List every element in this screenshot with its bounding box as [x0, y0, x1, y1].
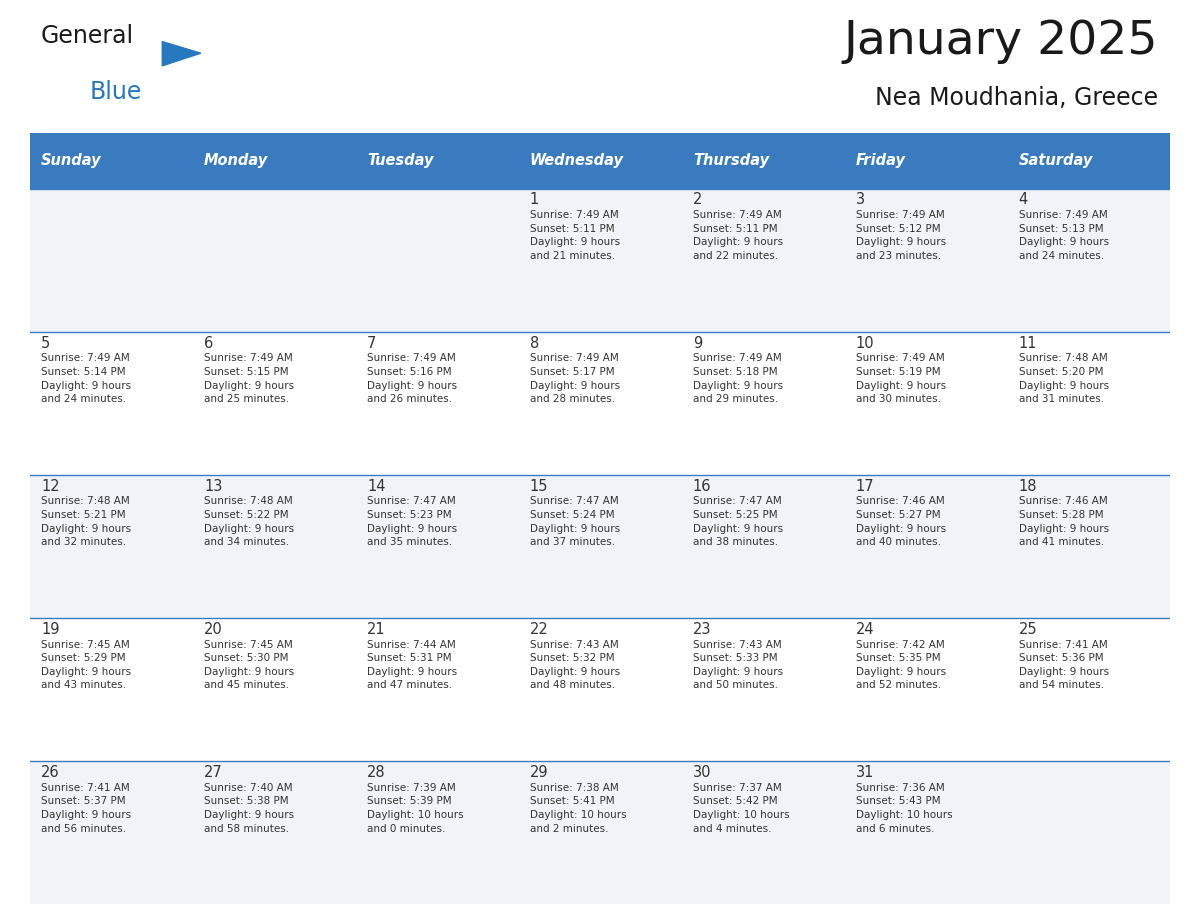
- Text: Friday: Friday: [855, 153, 905, 168]
- Text: 24: 24: [855, 621, 874, 637]
- Bar: [682, 133, 845, 188]
- Text: 16: 16: [693, 478, 712, 494]
- Text: 26: 26: [42, 765, 59, 780]
- Text: Sunrise: 7:41 AM
Sunset: 5:37 PM
Daylight: 9 hours
and 56 minutes.: Sunrise: 7:41 AM Sunset: 5:37 PM Dayligh…: [42, 783, 131, 834]
- Text: Sunday: Sunday: [42, 153, 102, 168]
- Text: Sunrise: 7:46 AM
Sunset: 5:28 PM
Daylight: 9 hours
and 41 minutes.: Sunrise: 7:46 AM Sunset: 5:28 PM Dayligh…: [1018, 497, 1108, 547]
- Text: Sunrise: 7:45 AM
Sunset: 5:30 PM
Daylight: 9 hours
and 45 minutes.: Sunrise: 7:45 AM Sunset: 5:30 PM Dayligh…: [204, 640, 295, 690]
- Text: Monday: Monday: [204, 153, 268, 168]
- Bar: [30, 618, 1170, 761]
- Bar: [30, 188, 1170, 331]
- Text: Sunrise: 7:36 AM
Sunset: 5:43 PM
Daylight: 10 hours
and 6 minutes.: Sunrise: 7:36 AM Sunset: 5:43 PM Dayligh…: [855, 783, 953, 834]
- Text: Sunrise: 7:39 AM
Sunset: 5:39 PM
Daylight: 10 hours
and 0 minutes.: Sunrise: 7:39 AM Sunset: 5:39 PM Dayligh…: [367, 783, 463, 834]
- Text: 5: 5: [42, 336, 50, 351]
- Polygon shape: [163, 41, 201, 66]
- Text: Sunrise: 7:43 AM
Sunset: 5:32 PM
Daylight: 9 hours
and 48 minutes.: Sunrise: 7:43 AM Sunset: 5:32 PM Dayligh…: [530, 640, 620, 690]
- Text: Thursday: Thursday: [693, 153, 769, 168]
- Text: 2: 2: [693, 193, 702, 207]
- Text: 29: 29: [530, 765, 549, 780]
- Text: 25: 25: [1018, 621, 1037, 637]
- Text: Sunrise: 7:49 AM
Sunset: 5:16 PM
Daylight: 9 hours
and 26 minutes.: Sunrise: 7:49 AM Sunset: 5:16 PM Dayligh…: [367, 353, 457, 404]
- Text: Sunrise: 7:45 AM
Sunset: 5:29 PM
Daylight: 9 hours
and 43 minutes.: Sunrise: 7:45 AM Sunset: 5:29 PM Dayligh…: [42, 640, 131, 690]
- Text: General: General: [40, 24, 133, 48]
- Text: Sunrise: 7:37 AM
Sunset: 5:42 PM
Daylight: 10 hours
and 4 minutes.: Sunrise: 7:37 AM Sunset: 5:42 PM Dayligh…: [693, 783, 790, 834]
- Text: 31: 31: [855, 765, 874, 780]
- Text: Sunrise: 7:47 AM
Sunset: 5:24 PM
Daylight: 9 hours
and 37 minutes.: Sunrise: 7:47 AM Sunset: 5:24 PM Dayligh…: [530, 497, 620, 547]
- Text: 12: 12: [42, 478, 59, 494]
- Text: 22: 22: [530, 621, 549, 637]
- Text: Sunrise: 7:48 AM
Sunset: 5:21 PM
Daylight: 9 hours
and 32 minutes.: Sunrise: 7:48 AM Sunset: 5:21 PM Dayligh…: [42, 497, 131, 547]
- Bar: [355, 133, 518, 188]
- Text: Blue: Blue: [89, 80, 141, 104]
- Text: 1: 1: [530, 193, 539, 207]
- Bar: [192, 133, 355, 188]
- Text: 4: 4: [1018, 193, 1028, 207]
- Text: Sunrise: 7:40 AM
Sunset: 5:38 PM
Daylight: 9 hours
and 58 minutes.: Sunrise: 7:40 AM Sunset: 5:38 PM Dayligh…: [204, 783, 295, 834]
- Bar: [30, 761, 1170, 904]
- Text: 13: 13: [204, 478, 222, 494]
- Text: Tuesday: Tuesday: [367, 153, 434, 168]
- Text: Sunrise: 7:49 AM
Sunset: 5:19 PM
Daylight: 9 hours
and 30 minutes.: Sunrise: 7:49 AM Sunset: 5:19 PM Dayligh…: [855, 353, 946, 404]
- Text: 6: 6: [204, 336, 214, 351]
- Text: Sunrise: 7:49 AM
Sunset: 5:15 PM
Daylight: 9 hours
and 25 minutes.: Sunrise: 7:49 AM Sunset: 5:15 PM Dayligh…: [204, 353, 295, 404]
- Text: 21: 21: [367, 621, 386, 637]
- Text: 20: 20: [204, 621, 223, 637]
- Text: Sunrise: 7:48 AM
Sunset: 5:22 PM
Daylight: 9 hours
and 34 minutes.: Sunrise: 7:48 AM Sunset: 5:22 PM Dayligh…: [204, 497, 295, 547]
- Text: Sunrise: 7:49 AM
Sunset: 5:11 PM
Daylight: 9 hours
and 22 minutes.: Sunrise: 7:49 AM Sunset: 5:11 PM Dayligh…: [693, 210, 783, 261]
- Bar: [1007, 133, 1170, 188]
- Text: 9: 9: [693, 336, 702, 351]
- Text: Sunrise: 7:49 AM
Sunset: 5:17 PM
Daylight: 9 hours
and 28 minutes.: Sunrise: 7:49 AM Sunset: 5:17 PM Dayligh…: [530, 353, 620, 404]
- Text: Sunrise: 7:49 AM
Sunset: 5:11 PM
Daylight: 9 hours
and 21 minutes.: Sunrise: 7:49 AM Sunset: 5:11 PM Dayligh…: [530, 210, 620, 261]
- Text: January 2025: January 2025: [843, 19, 1158, 64]
- Text: Sunrise: 7:47 AM
Sunset: 5:23 PM
Daylight: 9 hours
and 35 minutes.: Sunrise: 7:47 AM Sunset: 5:23 PM Dayligh…: [367, 497, 457, 547]
- Text: 7: 7: [367, 336, 377, 351]
- Bar: [30, 475, 1170, 618]
- Text: Sunrise: 7:49 AM
Sunset: 5:12 PM
Daylight: 9 hours
and 23 minutes.: Sunrise: 7:49 AM Sunset: 5:12 PM Dayligh…: [855, 210, 946, 261]
- Text: 18: 18: [1018, 478, 1037, 494]
- Text: Sunrise: 7:49 AM
Sunset: 5:14 PM
Daylight: 9 hours
and 24 minutes.: Sunrise: 7:49 AM Sunset: 5:14 PM Dayligh…: [42, 353, 131, 404]
- Text: 3: 3: [855, 193, 865, 207]
- Text: 10: 10: [855, 336, 874, 351]
- Text: 15: 15: [530, 478, 549, 494]
- Text: 14: 14: [367, 478, 385, 494]
- Text: 30: 30: [693, 765, 712, 780]
- Text: Sunrise: 7:48 AM
Sunset: 5:20 PM
Daylight: 9 hours
and 31 minutes.: Sunrise: 7:48 AM Sunset: 5:20 PM Dayligh…: [1018, 353, 1108, 404]
- Bar: [845, 133, 1007, 188]
- Text: Sunrise: 7:41 AM
Sunset: 5:36 PM
Daylight: 9 hours
and 54 minutes.: Sunrise: 7:41 AM Sunset: 5:36 PM Dayligh…: [1018, 640, 1108, 690]
- Text: Sunrise: 7:46 AM
Sunset: 5:27 PM
Daylight: 9 hours
and 40 minutes.: Sunrise: 7:46 AM Sunset: 5:27 PM Dayligh…: [855, 497, 946, 547]
- Text: 19: 19: [42, 621, 59, 637]
- Text: Nea Moudhania, Greece: Nea Moudhania, Greece: [876, 86, 1158, 110]
- Bar: [30, 133, 192, 188]
- Text: Wednesday: Wednesday: [530, 153, 624, 168]
- Text: Saturday: Saturday: [1018, 153, 1093, 168]
- Text: 11: 11: [1018, 336, 1037, 351]
- Text: Sunrise: 7:42 AM
Sunset: 5:35 PM
Daylight: 9 hours
and 52 minutes.: Sunrise: 7:42 AM Sunset: 5:35 PM Dayligh…: [855, 640, 946, 690]
- Text: 28: 28: [367, 765, 386, 780]
- Text: 17: 17: [855, 478, 874, 494]
- Text: Sunrise: 7:44 AM
Sunset: 5:31 PM
Daylight: 9 hours
and 47 minutes.: Sunrise: 7:44 AM Sunset: 5:31 PM Dayligh…: [367, 640, 457, 690]
- Text: Sunrise: 7:38 AM
Sunset: 5:41 PM
Daylight: 10 hours
and 2 minutes.: Sunrise: 7:38 AM Sunset: 5:41 PM Dayligh…: [530, 783, 626, 834]
- Text: Sunrise: 7:43 AM
Sunset: 5:33 PM
Daylight: 9 hours
and 50 minutes.: Sunrise: 7:43 AM Sunset: 5:33 PM Dayligh…: [693, 640, 783, 690]
- Text: Sunrise: 7:47 AM
Sunset: 5:25 PM
Daylight: 9 hours
and 38 minutes.: Sunrise: 7:47 AM Sunset: 5:25 PM Dayligh…: [693, 497, 783, 547]
- Bar: [518, 133, 682, 188]
- Bar: [30, 331, 1170, 475]
- Text: 8: 8: [530, 336, 539, 351]
- Text: 27: 27: [204, 765, 223, 780]
- Text: Sunrise: 7:49 AM
Sunset: 5:13 PM
Daylight: 9 hours
and 24 minutes.: Sunrise: 7:49 AM Sunset: 5:13 PM Dayligh…: [1018, 210, 1108, 261]
- Text: 23: 23: [693, 621, 712, 637]
- Text: Sunrise: 7:49 AM
Sunset: 5:18 PM
Daylight: 9 hours
and 29 minutes.: Sunrise: 7:49 AM Sunset: 5:18 PM Dayligh…: [693, 353, 783, 404]
